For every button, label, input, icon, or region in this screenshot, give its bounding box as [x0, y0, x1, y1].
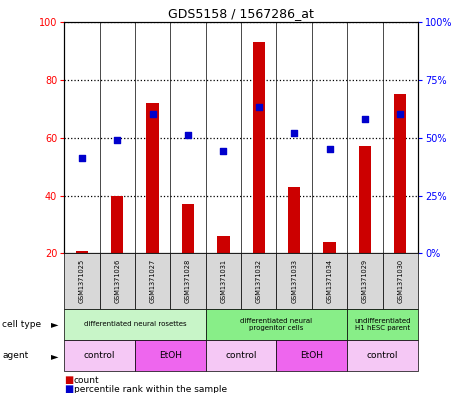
Text: cell type: cell type	[2, 320, 41, 329]
Text: ■: ■	[64, 375, 73, 386]
Text: GSM1371033: GSM1371033	[291, 259, 297, 303]
Bar	[64, 340, 135, 371]
Text: differentiated neural rosettes: differentiated neural rosettes	[84, 321, 186, 327]
Text: percentile rank within the sample: percentile rank within the sample	[74, 385, 227, 393]
Bar	[394, 94, 407, 253]
Point	[78, 155, 86, 162]
Bar	[241, 253, 276, 309]
Text: EtOH: EtOH	[300, 351, 323, 360]
Point	[290, 130, 298, 136]
Text: GSM1371026: GSM1371026	[114, 259, 120, 303]
Bar	[288, 187, 300, 253]
Bar	[383, 253, 418, 309]
Bar	[111, 195, 124, 253]
Text: ►: ►	[51, 351, 58, 361]
Bar	[64, 309, 206, 340]
Bar	[347, 309, 418, 340]
Bar	[135, 253, 171, 309]
Bar	[217, 236, 229, 253]
Text: GSM1371028: GSM1371028	[185, 259, 191, 303]
Bar	[253, 42, 265, 253]
Bar	[276, 253, 312, 309]
Text: control: control	[225, 351, 257, 360]
Bar	[206, 253, 241, 309]
Bar	[76, 251, 88, 253]
Bar	[323, 242, 336, 253]
Point	[219, 148, 227, 154]
Text: undifferentiated
H1 hESC parent: undifferentiated H1 hESC parent	[354, 318, 411, 331]
Text: EtOH: EtOH	[159, 351, 182, 360]
Text: ■: ■	[64, 384, 73, 393]
Text: GSM1371032: GSM1371032	[256, 259, 262, 303]
Bar	[64, 253, 100, 309]
Bar	[206, 309, 347, 340]
Bar	[182, 204, 194, 253]
Text: GSM1371030: GSM1371030	[397, 259, 403, 303]
Text: ►: ►	[51, 319, 58, 329]
Bar	[276, 340, 347, 371]
Text: count: count	[74, 376, 99, 385]
Text: GSM1371031: GSM1371031	[220, 259, 227, 303]
Text: agent: agent	[2, 351, 28, 360]
Point	[114, 137, 121, 143]
Bar	[312, 253, 347, 309]
Bar	[347, 253, 383, 309]
Text: GSM1371025: GSM1371025	[79, 259, 85, 303]
Point	[184, 132, 192, 138]
Point	[326, 146, 333, 152]
Text: GSM1371027: GSM1371027	[150, 259, 156, 303]
Bar	[135, 340, 206, 371]
Bar	[206, 340, 276, 371]
Point	[361, 116, 369, 122]
Bar	[146, 103, 159, 253]
Title: GDS5158 / 1567286_at: GDS5158 / 1567286_at	[168, 7, 314, 20]
Bar	[347, 340, 418, 371]
Bar	[359, 146, 371, 253]
Bar	[100, 253, 135, 309]
Point	[255, 104, 263, 110]
Text: GSM1371034: GSM1371034	[326, 259, 332, 303]
Bar	[171, 253, 206, 309]
Text: control: control	[84, 351, 115, 360]
Text: differentiated neural
progenitor cells: differentiated neural progenitor cells	[240, 318, 313, 331]
Point	[149, 111, 156, 118]
Text: control: control	[367, 351, 399, 360]
Text: GSM1371029: GSM1371029	[362, 259, 368, 303]
Point	[397, 111, 404, 118]
